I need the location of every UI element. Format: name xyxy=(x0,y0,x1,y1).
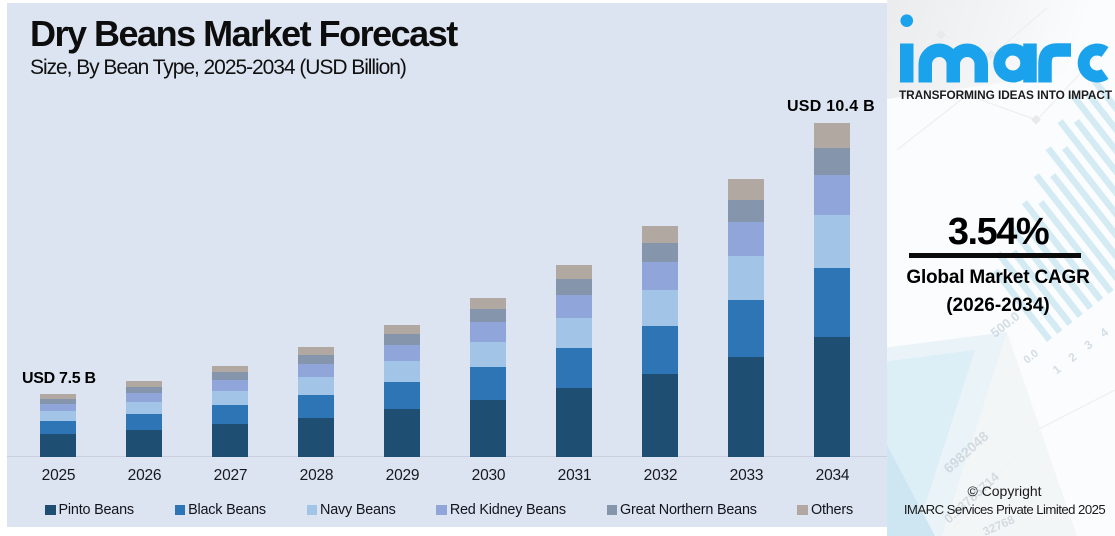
svg-text:0.0: 0.0 xyxy=(1021,347,1040,366)
